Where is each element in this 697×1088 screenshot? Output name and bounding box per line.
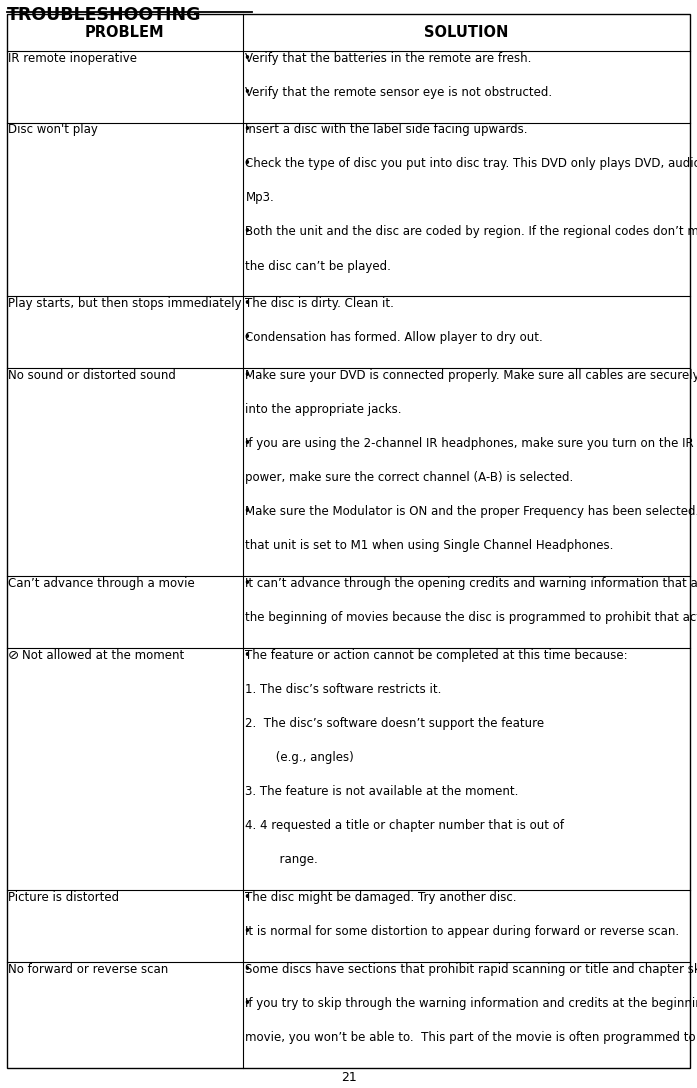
Text: •: •: [244, 158, 250, 171]
Text: •: •: [244, 123, 250, 136]
Text: range.: range.: [257, 853, 318, 866]
Text: •: •: [244, 925, 250, 938]
Text: Not allowed at the moment: Not allowed at the moment: [22, 648, 184, 662]
Text: Verify that the remote sensor eye is not obstructed.: Verify that the remote sensor eye is not…: [245, 86, 553, 99]
Text: The feature or action cannot be completed at this time because:: The feature or action cannot be complete…: [245, 648, 628, 662]
Text: IR remote inoperative: IR remote inoperative: [8, 51, 137, 64]
Text: (e.g., angles): (e.g., angles): [257, 751, 354, 764]
Text: ⊘: ⊘: [8, 648, 19, 662]
Text: SOLUTION: SOLUTION: [424, 25, 509, 39]
Text: PROBLEM: PROBLEM: [85, 25, 164, 39]
Text: •: •: [244, 332, 250, 344]
Text: Insert a disc with the label side facing upwards.: Insert a disc with the label side facing…: [245, 123, 528, 136]
Text: Picture is distorted: Picture is distorted: [8, 891, 119, 904]
Text: •: •: [244, 963, 250, 976]
Text: •: •: [244, 891, 250, 904]
Text: Can’t advance through a movie: Can’t advance through a movie: [8, 577, 194, 590]
Text: TROUBLESHOOTING: TROUBLESHOOTING: [7, 7, 201, 24]
Text: •: •: [244, 997, 250, 1010]
Text: Both the unit and the disc are coded by region. If the regional codes don’t matc: Both the unit and the disc are coded by …: [245, 225, 697, 238]
Text: 21: 21: [341, 1071, 356, 1084]
Text: •: •: [244, 86, 250, 99]
Text: •: •: [244, 648, 250, 662]
Text: No sound or distorted sound: No sound or distorted sound: [8, 369, 176, 382]
Text: •: •: [244, 437, 250, 450]
Text: into the appropriate jacks.: into the appropriate jacks.: [245, 404, 402, 416]
Text: •: •: [244, 225, 250, 238]
Text: It is normal for some distortion to appear during forward or reverse scan.: It is normal for some distortion to appe…: [245, 925, 680, 938]
Text: It can’t advance through the opening credits and warning information that appear: It can’t advance through the opening cre…: [245, 577, 697, 590]
Text: the disc can’t be played.: the disc can’t be played.: [245, 260, 391, 272]
Text: •: •: [244, 577, 250, 590]
Text: Make sure your DVD is connected properly. Make sure all cables are securely inse: Make sure your DVD is connected properly…: [245, 369, 697, 382]
Text: Play starts, but then stops immediately: Play starts, but then stops immediately: [8, 297, 242, 310]
Text: 1. The disc’s software restricts it.: 1. The disc’s software restricts it.: [245, 683, 441, 696]
Text: Make sure the Modulator is ON and the proper Frequency has been selected. Make s: Make sure the Modulator is ON and the pr…: [245, 505, 697, 518]
Text: •: •: [244, 297, 250, 310]
Text: Mp3.: Mp3.: [245, 191, 274, 205]
Text: Some discs have sections that prohibit rapid scanning or title and chapter skip.: Some discs have sections that prohibit r…: [245, 963, 697, 976]
Text: Verify that the batteries in the remote are fresh.: Verify that the batteries in the remote …: [245, 51, 532, 64]
Text: Condensation has formed. Allow player to dry out.: Condensation has formed. Allow player to…: [245, 332, 543, 344]
Text: 4. 4 requested a title or chapter number that is out of: 4. 4 requested a title or chapter number…: [245, 819, 564, 832]
Text: If you are using the 2-channel IR headphones, make sure you turn on the IR headp: If you are using the 2-channel IR headph…: [245, 437, 697, 450]
Text: Check the type of disc you put into disc tray. This DVD only plays DVD, audio CD: Check the type of disc you put into disc…: [245, 158, 697, 171]
Text: 3. The feature is not available at the moment.: 3. The feature is not available at the m…: [245, 784, 519, 798]
Text: movie, you won’t be able to.  This part of the movie is often programmed to proh: movie, you won’t be able to. This part o…: [245, 1030, 697, 1043]
Text: If you try to skip through the warning information and credits at the beginning : If you try to skip through the warning i…: [245, 997, 697, 1010]
Text: No forward or reverse scan: No forward or reverse scan: [8, 963, 168, 976]
Text: The disc is dirty. Clean it.: The disc is dirty. Clean it.: [245, 297, 395, 310]
Text: The disc might be damaged. Try another disc.: The disc might be damaged. Try another d…: [245, 891, 517, 904]
Text: Disc won't play: Disc won't play: [8, 123, 98, 136]
Text: •: •: [244, 369, 250, 382]
Text: •: •: [244, 51, 250, 64]
Text: 2.  The disc’s software doesn’t support the feature: 2. The disc’s software doesn’t support t…: [245, 717, 544, 730]
Text: the beginning of movies because the disc is programmed to prohibit that action.: the beginning of movies because the disc…: [245, 611, 697, 625]
Text: that unit is set to M1 when using Single Channel Headphones.: that unit is set to M1 when using Single…: [245, 540, 614, 553]
Text: power, make sure the correct channel (A-B) is selected.: power, make sure the correct channel (A-…: [245, 471, 574, 484]
Text: •: •: [244, 505, 250, 518]
